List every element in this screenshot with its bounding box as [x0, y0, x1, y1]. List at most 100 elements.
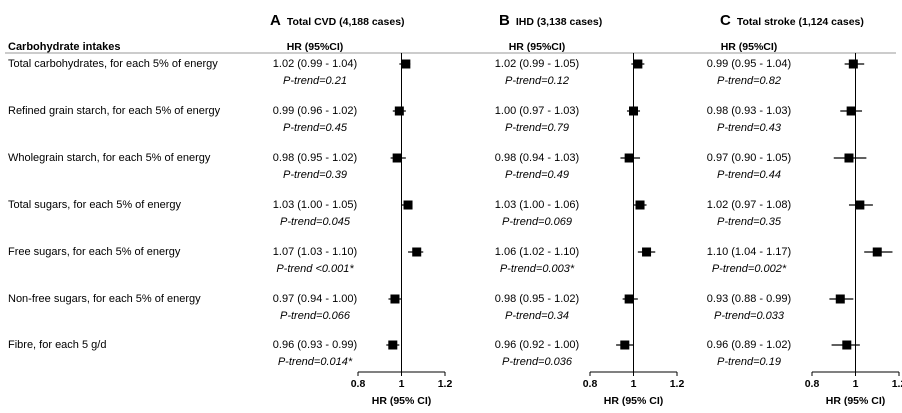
x-tick-label: 1.2 [892, 378, 902, 390]
x-tick-label: 0.8 [351, 378, 366, 390]
p-trend-text: P-trend=0.045 [280, 216, 351, 228]
p-trend-text: P-trend=0.12 [505, 75, 569, 87]
hr-ci-text: 0.98 (0.95 - 1.02) [273, 152, 357, 164]
panel-letter: C [720, 12, 731, 29]
hr-point-marker [394, 106, 404, 116]
row-label: Refined grain starch, for each 5% of ene… [8, 105, 221, 117]
row-label: Non-free sugars, for each 5% of energy [8, 293, 201, 305]
p-trend-text: P-trend=0.79 [505, 122, 569, 134]
panel-a: A Total CVD (4,188 cases) HR (95%CI) 0.8 1 1.… [270, 12, 452, 407]
row-labels: Total carbohydrates, for each 5% of ener… [8, 58, 221, 351]
hr-point-marker [624, 153, 634, 163]
hr-point-marker [401, 59, 411, 69]
p-trend-text: P-trend=0.82 [717, 75, 781, 87]
row-label: Total carbohydrates, for each 5% of ener… [8, 58, 218, 70]
hr-point-marker [855, 200, 865, 210]
panel-title-text: Total CVD (4,188 cases) [287, 16, 405, 28]
hr-ci-text: 0.98 (0.95 - 1.02) [495, 293, 579, 305]
hr-point-marker [642, 247, 652, 257]
p-trend-text: P-trend=0.066 [280, 310, 351, 322]
p-trend-text: P-trend=0.069 [502, 216, 572, 228]
p-trend-text: P-trend=0.033 [714, 310, 785, 322]
p-trend-text: P-trend=0.003* [500, 263, 575, 275]
hr-column-header: HR (95%CI) [287, 41, 344, 53]
hr-ci-text: 0.96 (0.92 - 1.00) [495, 339, 579, 351]
row-label: Total sugars, for each 5% of energy [8, 199, 182, 211]
panel-b: B IHD (3,138 cases) HR (95%CI) 0.8 1 1.2 HR (9… [495, 12, 685, 407]
hr-point-marker [848, 59, 858, 69]
hr-ci-text: 1.07 (1.03 - 1.10) [273, 246, 357, 258]
hr-ci-text: 0.98 (0.93 - 1.03) [707, 105, 791, 117]
panel-c: C Total stroke (1,124 cases) HR (95%CI) 0.8… [707, 12, 902, 407]
hr-ci-text: 1.02 (0.99 - 1.04) [273, 58, 357, 70]
hr-point-marker [635, 200, 645, 210]
p-trend-text: P-trend=0.39 [283, 169, 347, 181]
hr-ci-text: 1.06 (1.02 - 1.10) [495, 246, 579, 258]
hr-point-marker [846, 106, 856, 116]
panel-title-text: IHD (3,138 cases) [516, 16, 602, 28]
x-tick-label: 1 [853, 378, 859, 390]
panel-letter: B [499, 12, 510, 29]
p-trend-text: P-trend=0.44 [717, 169, 781, 181]
hr-ci-text: 1.00 (0.97 - 1.03) [495, 105, 579, 117]
x-tick-label: 1 [631, 378, 637, 390]
p-trend-text: P-trend=0.43 [717, 122, 782, 134]
panels: A Total CVD (4,188 cases) HR (95%CI) 0.8 1 1.… [270, 12, 902, 407]
p-trend-text: P-trend=0.34 [505, 310, 569, 322]
hr-point-marker [624, 294, 634, 304]
panel-letter: A [270, 12, 281, 29]
hr-point-marker [392, 153, 402, 163]
hr-ci-text: 0.96 (0.89 - 1.02) [707, 339, 791, 351]
hr-point-marker [844, 153, 854, 163]
hr-ci-text: 0.98 (0.94 - 1.03) [495, 152, 579, 164]
panel-title: B IHD (3,138 cases) [499, 12, 602, 29]
p-trend-text: P-trend=0.002* [712, 263, 787, 275]
column-title-carbohydrate-intakes: Carbohydrate intakes [8, 41, 120, 53]
hr-column-header: HR (95%CI) [721, 41, 778, 53]
hr-ci-text: 1.03 (1.00 - 1.05) [273, 199, 357, 211]
x-tick-label: 1.2 [670, 378, 685, 390]
hr-ci-text: 1.02 (0.99 - 1.05) [495, 58, 579, 70]
p-trend-text: P-trend=0.036 [502, 356, 573, 368]
hr-ci-text: 1.03 (1.00 - 1.06) [495, 199, 579, 211]
p-trend-text: P-trend=0.21 [283, 75, 347, 87]
x-axis-label: HR (95% CI) [826, 395, 886, 407]
x-tick-label: 0.8 [805, 378, 820, 390]
hr-point-marker [629, 106, 638, 116]
hr-point-marker [390, 294, 400, 304]
hr-ci-text: 1.02 (0.97 - 1.08) [707, 199, 791, 211]
hr-point-marker [842, 340, 852, 350]
panel-title: C Total stroke (1,124 cases) [720, 12, 864, 29]
x-tick-label: 0.8 [583, 378, 598, 390]
p-trend-text: P-trend <0.001* [276, 263, 354, 275]
hr-point-marker [388, 340, 398, 350]
hr-ci-text: 0.97 (0.90 - 1.05) [707, 152, 791, 164]
hr-column-header: HR (95%CI) [509, 41, 566, 53]
hr-ci-text: 0.96 (0.93 - 0.99) [273, 339, 357, 351]
panel-title-text: Total stroke (1,124 cases) [737, 16, 864, 28]
row-label: Free sugars, for each 5% of energy [8, 246, 181, 258]
hr-ci-text: 0.97 (0.94 - 1.00) [273, 293, 357, 305]
row-label: Wholegrain starch, for each 5% of energy [8, 152, 211, 164]
hr-point-marker [412, 247, 422, 257]
row-label: Fibre, for each 5 g/d [8, 339, 106, 351]
panel-title: A Total CVD (4,188 cases) [270, 12, 405, 29]
hr-point-marker [403, 200, 413, 210]
p-trend-text: P-trend=0.19 [717, 356, 781, 368]
hr-ci-text: 1.10 (1.04 - 1.17) [707, 246, 791, 258]
p-trend-text: P-trend=0.49 [505, 169, 569, 181]
hr-point-marker [835, 294, 845, 304]
hr-ci-text: 0.99 (0.95 - 1.04) [707, 58, 791, 70]
x-axis-label: HR (95% CI) [372, 395, 432, 407]
p-trend-text: P-trend=0.45 [283, 122, 348, 134]
x-tick-label: 1.2 [438, 378, 453, 390]
hr-point-marker [620, 340, 630, 350]
x-axis-label: HR (95% CI) [604, 395, 664, 407]
hr-ci-text: 0.93 (0.88 - 0.99) [707, 293, 791, 305]
p-trend-text: P-trend=0.35 [717, 216, 782, 228]
hr-ci-text: 0.99 (0.96 - 1.02) [273, 105, 357, 117]
p-trend-text: P-trend=0.014* [278, 356, 353, 368]
hr-point-marker [872, 247, 882, 257]
hr-point-marker [633, 59, 643, 69]
